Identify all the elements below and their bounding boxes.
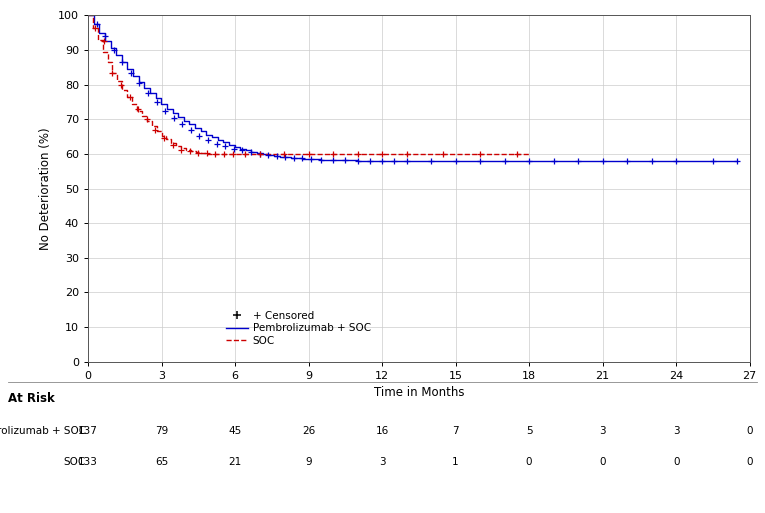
Text: 9: 9 — [305, 457, 312, 467]
Text: 79: 79 — [155, 426, 168, 436]
Text: 3: 3 — [379, 457, 386, 467]
Text: 137: 137 — [78, 426, 98, 436]
Text: 1: 1 — [452, 457, 459, 467]
Text: 0: 0 — [526, 457, 532, 467]
Text: 7: 7 — [452, 426, 459, 436]
Text: 0: 0 — [673, 457, 679, 467]
Text: 0: 0 — [600, 457, 606, 467]
Text: 26: 26 — [302, 426, 315, 436]
Text: 3: 3 — [599, 426, 606, 436]
Text: SOC: SOC — [63, 457, 86, 467]
X-axis label: Time in Months: Time in Months — [373, 386, 464, 399]
Legend: + Censored, Pembrolizumab + SOC, SOC: + Censored, Pembrolizumab + SOC, SOC — [226, 311, 371, 346]
Text: Pembrolizumab + SOC: Pembrolizumab + SOC — [0, 426, 86, 436]
Text: 3: 3 — [673, 426, 679, 436]
Text: 133: 133 — [78, 457, 98, 467]
Text: 0: 0 — [747, 426, 753, 436]
Text: 45: 45 — [229, 426, 242, 436]
Text: 21: 21 — [229, 457, 242, 467]
Text: At Risk: At Risk — [8, 392, 54, 405]
Y-axis label: No Deterioration (%): No Deterioration (%) — [39, 127, 52, 250]
Text: 65: 65 — [155, 457, 168, 467]
Text: 5: 5 — [526, 426, 532, 436]
Text: 16: 16 — [376, 426, 389, 436]
Text: 0: 0 — [747, 457, 753, 467]
